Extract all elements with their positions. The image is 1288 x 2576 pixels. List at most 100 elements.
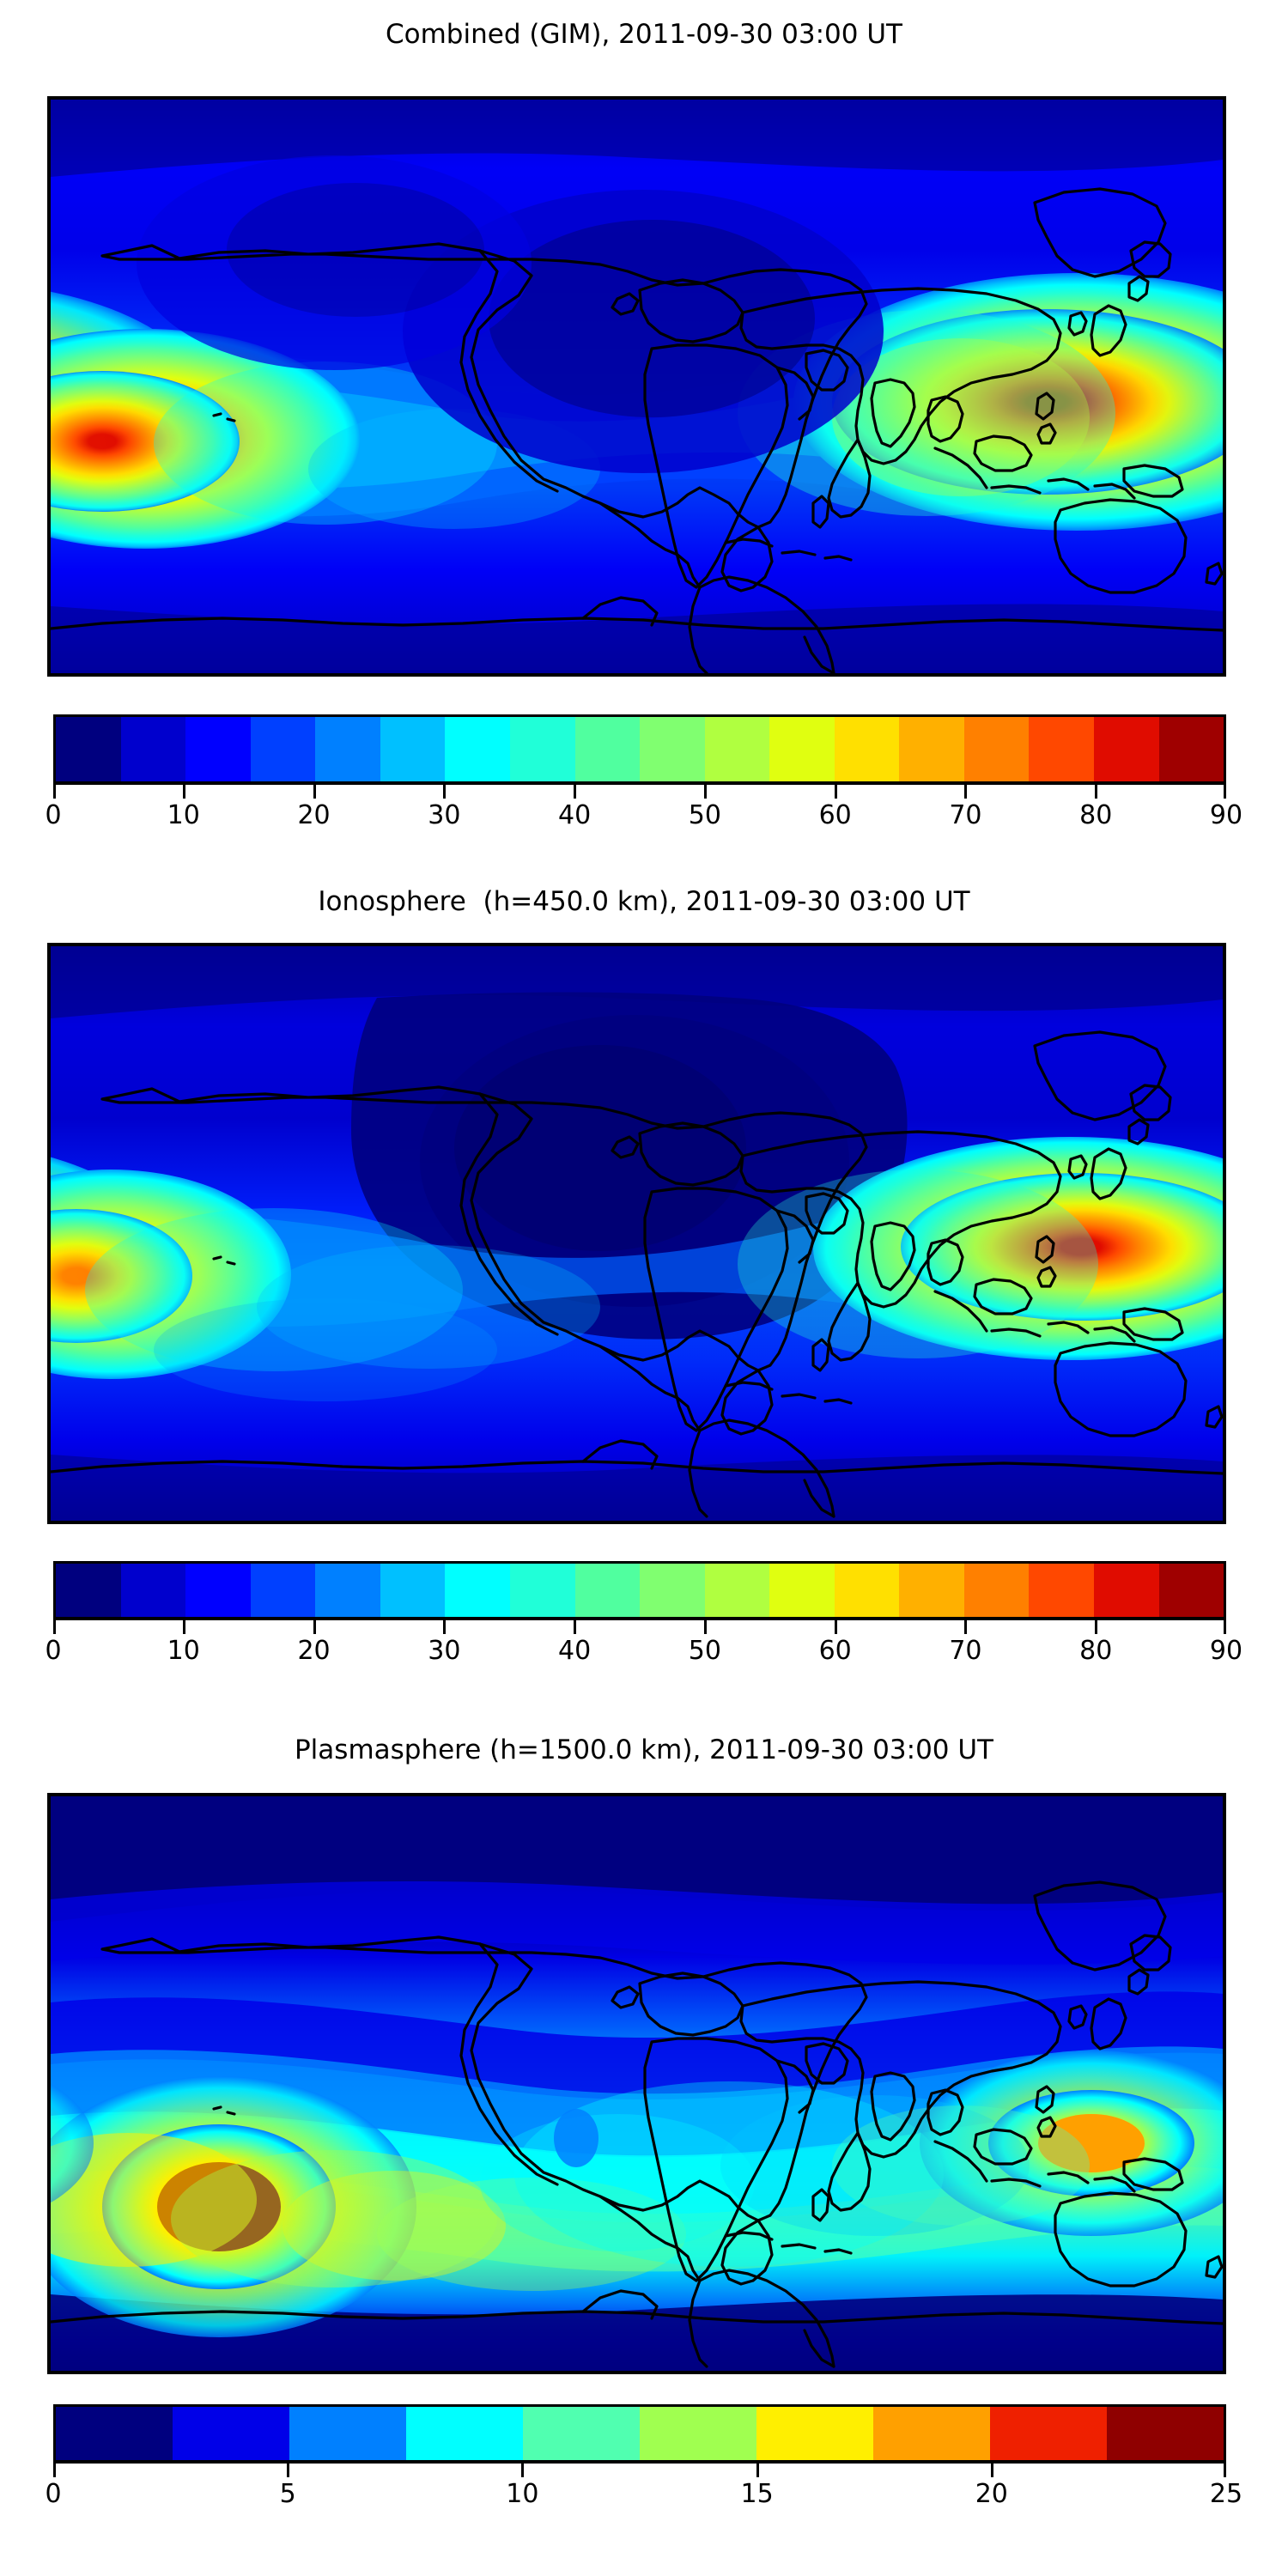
colorbar-ionosphere — [53, 1561, 1226, 1619]
colorbar-band-11 — [769, 717, 835, 781]
colorbar-tick-label-20: 20 — [297, 1636, 331, 1666]
map-canvas-ionosphere — [51, 946, 1223, 1521]
colorbar-band-10 — [704, 1564, 770, 1617]
colorbar-band-1 — [120, 717, 186, 781]
colorbar-band-12 — [834, 717, 900, 781]
colorbar-band-6 — [445, 1564, 510, 1617]
colorbar-tick-10 — [182, 1620, 185, 1634]
tec-min-namerica — [137, 155, 532, 370]
panel-title-combined: Combined (GIM), 2011-09-30 03:00 UT — [386, 19, 902, 50]
colorbar-band-3 — [406, 2407, 523, 2460]
map-canvas-combined — [51, 100, 1223, 673]
colorbar-band-1 — [120, 1564, 186, 1617]
colorbar-band-8 — [574, 1564, 641, 1617]
colorbar-band-17 — [1158, 717, 1224, 781]
map-combined-gim — [47, 96, 1226, 677]
colorbar-band-4 — [315, 1564, 380, 1617]
colorbar-plasmasphere — [53, 2404, 1226, 2463]
colorbar-tick-15 — [756, 2464, 759, 2477]
colorbar-band-2 — [185, 717, 251, 781]
colorbar-ticks-plasmasphere: 0 5 10 15 20 25 — [45, 2464, 1242, 2524]
colorbar-tick-label-80: 80 — [1079, 800, 1113, 830]
colorbar-tick-90 — [1224, 1620, 1226, 1634]
colorbar-tick-label-60: 60 — [818, 1636, 852, 1666]
colorbar-tick-70 — [964, 1620, 968, 1634]
colorbar-band-16 — [1094, 717, 1159, 781]
colorbar-band-3 — [250, 717, 316, 781]
panel-plasmasphere: Plasmasphere (h=1500.0 km), 2011-09-30 0… — [0, 1717, 1288, 2576]
colorbar-tick-60 — [834, 785, 837, 799]
colorbar-band-10 — [704, 717, 770, 781]
colorbar-band-4 — [315, 717, 380, 781]
colorbar-band-1 — [173, 2407, 289, 2460]
colorbar-tick-label-90: 90 — [1209, 800, 1243, 830]
coastlines-plasmasphere — [51, 1880, 1223, 2368]
coastlines-combined — [51, 187, 1223, 673]
colorbar-band-12 — [834, 1564, 900, 1617]
colorbar-band-5 — [380, 1564, 446, 1617]
colorbar-band-0 — [56, 717, 121, 781]
colorbar-tick-label-20: 20 — [297, 800, 331, 830]
colorbar-tick-label-50: 50 — [688, 1636, 721, 1666]
colorbar-tick-10 — [521, 2464, 525, 2477]
colorbar-band-9 — [640, 717, 705, 781]
colorbar-bands-plasmasphere — [56, 2407, 1224, 2460]
colorbar-tick-80 — [1095, 785, 1098, 799]
panel-combined-gim: Combined (GIM), 2011-09-30 03:00 UT — [0, 0, 1288, 859]
colorbar-tick-label-70: 70 — [949, 1636, 982, 1666]
colorbar-band-9 — [640, 1564, 705, 1617]
colorbar-band-5 — [640, 2407, 756, 2460]
colorbar-tick-label-10: 10 — [167, 800, 200, 830]
colorbar-tick-90 — [1224, 785, 1226, 799]
colorbar-band-0 — [56, 1564, 121, 1617]
colorbar-band-9 — [1107, 2407, 1224, 2460]
colorbar-tick-label-40: 40 — [558, 1636, 592, 1666]
colorbar-axis-plasmasphere — [53, 2460, 1226, 2464]
colorbar-tick-30 — [443, 1620, 447, 1634]
coastlines-ionosphere — [51, 1030, 1223, 1518]
colorbar-tick-label-50: 50 — [688, 800, 721, 830]
colorbar-band-17 — [1158, 1564, 1224, 1617]
colorbar-band-6 — [756, 2407, 873, 2460]
colorbar-band-13 — [899, 717, 964, 781]
colorbar-tick-label-5: 5 — [279, 2479, 296, 2509]
colorbar-tick-label-10: 10 — [506, 2479, 539, 2509]
colorbar-band-2 — [185, 1564, 251, 1617]
colorbar-tick-0 — [53, 785, 56, 799]
colorbar-tick-0 — [53, 1620, 56, 1634]
colorbar-band-5 — [380, 717, 446, 781]
colorbar-tick-20 — [990, 2464, 993, 2477]
panel-ionosphere: Ionosphere (h=450.0 km), 2011-09-30 03:0… — [0, 859, 1288, 1717]
colorbar-ticks-combined: 0 10 20 30 40 50 60 70 80 90 — [45, 785, 1242, 845]
colorbar-band-7 — [873, 2407, 990, 2460]
colorbar-tick-label-20: 20 — [975, 2479, 1008, 2509]
colorbar-tick-label-70: 70 — [949, 800, 982, 830]
colorbar-bands-combined — [56, 717, 1224, 781]
colorbar-tick-label-30: 30 — [428, 800, 461, 830]
colorbar-tick-5 — [287, 2464, 290, 2477]
colorbar-band-15 — [1029, 717, 1094, 781]
colorbar-tick-50 — [703, 1620, 707, 1634]
colorbar-tick-label-15: 15 — [740, 2479, 774, 2509]
colorbar-tick-label-30: 30 — [428, 1636, 461, 1666]
colorbar-tick-20 — [313, 1620, 316, 1634]
colorbar-band-6 — [445, 717, 510, 781]
colorbar-band-14 — [963, 1564, 1030, 1617]
colorbar-band-3 — [250, 1564, 316, 1617]
colorbar-band-11 — [769, 1564, 835, 1617]
colorbar-tick-20 — [313, 785, 316, 799]
colorbar-tick-label-80: 80 — [1079, 1636, 1113, 1666]
colorbar-band-7 — [509, 1564, 575, 1617]
map-ionosphere — [47, 943, 1226, 1524]
colorbar-tick-label-60: 60 — [818, 800, 852, 830]
colorbar-tick-label-25: 25 — [1209, 2479, 1243, 2509]
colorbar-band-0 — [56, 2407, 173, 2460]
panel-title-ionosphere: Ionosphere (h=450.0 km), 2011-09-30 03:0… — [318, 886, 970, 917]
colorbar-tick-label-0: 0 — [45, 2479, 62, 2509]
colorbar-axis-ionosphere — [53, 1617, 1226, 1620]
colorbar-band-4 — [523, 2407, 640, 2460]
colorbar-tick-70 — [964, 785, 968, 799]
colorbar-tick-label-0: 0 — [45, 1636, 62, 1666]
colorbar-band-15 — [1029, 1564, 1094, 1617]
